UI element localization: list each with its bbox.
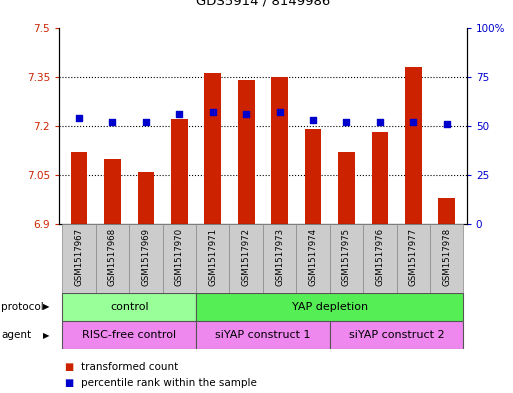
Text: ■: ■: [64, 362, 73, 372]
Bar: [137, 172, 154, 224]
Bar: [338, 152, 355, 224]
Text: ■: ■: [64, 378, 73, 388]
Bar: [204, 73, 221, 224]
Bar: [129, 224, 163, 293]
Point: [175, 111, 184, 117]
Text: siYAP construct 2: siYAP construct 2: [349, 330, 444, 340]
Bar: [63, 293, 196, 321]
Point: [242, 111, 250, 117]
Point: [108, 119, 116, 125]
Bar: [238, 80, 254, 224]
Text: GSM1517972: GSM1517972: [242, 228, 251, 286]
Text: ▶: ▶: [43, 303, 49, 311]
Point: [409, 119, 418, 125]
Point: [75, 115, 83, 121]
Text: GSM1517971: GSM1517971: [208, 228, 218, 286]
Text: YAP depletion: YAP depletion: [292, 302, 368, 312]
Bar: [63, 224, 96, 293]
Bar: [330, 224, 363, 293]
Text: GSM1517975: GSM1517975: [342, 228, 351, 286]
Text: protocol: protocol: [1, 302, 44, 312]
Bar: [330, 321, 463, 349]
Bar: [263, 224, 297, 293]
Bar: [439, 198, 455, 224]
Point: [342, 119, 350, 125]
Point: [309, 117, 317, 123]
Text: transformed count: transformed count: [81, 362, 178, 372]
Bar: [171, 119, 188, 224]
Text: GSM1517978: GSM1517978: [442, 228, 451, 286]
Bar: [104, 158, 121, 224]
Point: [443, 121, 451, 127]
Bar: [229, 224, 263, 293]
Text: GDS5914 / 8149986: GDS5914 / 8149986: [196, 0, 330, 8]
Bar: [71, 152, 87, 224]
Text: percentile rank within the sample: percentile rank within the sample: [81, 378, 256, 388]
Bar: [371, 132, 388, 224]
Text: GSM1517969: GSM1517969: [142, 228, 150, 286]
Text: GSM1517977: GSM1517977: [409, 228, 418, 286]
Point: [275, 109, 284, 115]
Bar: [405, 67, 422, 224]
Bar: [271, 77, 288, 224]
Text: GSM1517968: GSM1517968: [108, 228, 117, 286]
Bar: [196, 224, 229, 293]
Text: RISC-free control: RISC-free control: [82, 330, 176, 340]
Text: GSM1517973: GSM1517973: [275, 228, 284, 286]
Bar: [363, 224, 397, 293]
Point: [209, 109, 217, 115]
Point: [142, 119, 150, 125]
Text: GSM1517967: GSM1517967: [74, 228, 84, 286]
Point: [376, 119, 384, 125]
Text: GSM1517970: GSM1517970: [175, 228, 184, 286]
Bar: [430, 224, 463, 293]
Text: GSM1517974: GSM1517974: [308, 228, 318, 286]
Text: control: control: [110, 302, 148, 312]
Bar: [305, 129, 322, 224]
Bar: [63, 321, 196, 349]
Bar: [196, 321, 330, 349]
Bar: [297, 224, 330, 293]
Bar: [196, 293, 463, 321]
Text: agent: agent: [1, 330, 31, 340]
Bar: [96, 224, 129, 293]
Text: siYAP construct 1: siYAP construct 1: [215, 330, 311, 340]
Text: ▶: ▶: [43, 331, 49, 340]
Text: GSM1517976: GSM1517976: [376, 228, 384, 286]
Bar: [163, 224, 196, 293]
Bar: [397, 224, 430, 293]
